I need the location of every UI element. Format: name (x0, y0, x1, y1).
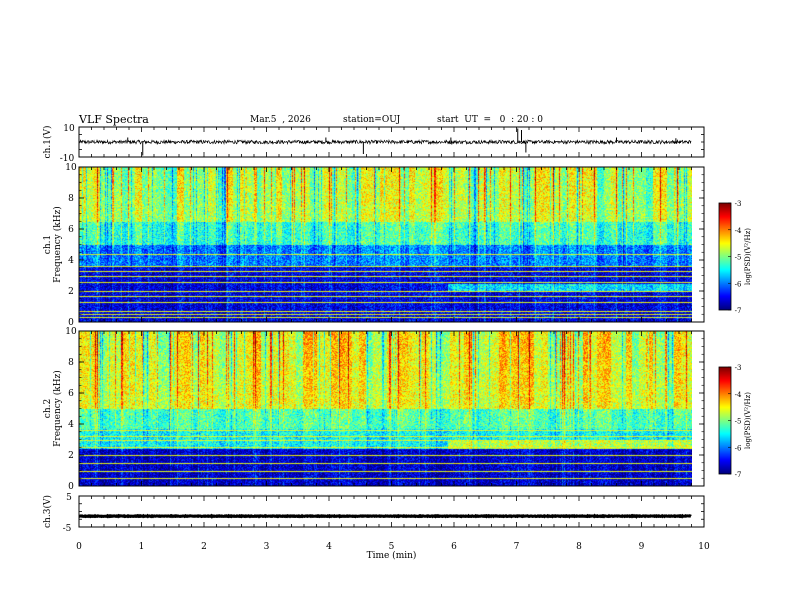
ch1-spectrogram-ylabel: Frequency (kHz) (52, 206, 63, 283)
ch2-spectrogram-colorbar-tick-label: -7 (735, 471, 742, 479)
ch1-spectrogram-colorbar-tick-label: -4 (735, 227, 742, 235)
ch1-waveform-ytick-label: 10 (63, 124, 75, 134)
ch2-spectrogram-image (79, 331, 692, 486)
ch1-spectrogram-colorbar-tick-label: -7 (735, 307, 742, 315)
ch2-spectrogram-ylabel: Frequency (kHz) (52, 370, 63, 447)
x-axis-label: Time (min) (367, 550, 417, 561)
ch1-spectrogram-image (79, 167, 692, 322)
ch2-spectrogram-ylabel: ch.2 (43, 399, 53, 418)
ch1-spectrogram-colorbar-tick-label: -3 (735, 200, 742, 208)
ch1-spectrogram-ytick-label: 10 (65, 163, 77, 173)
x-tick-label: 4 (326, 542, 332, 552)
ch1-spectrogram-ylabel: ch.1 (43, 235, 53, 254)
x-tick-label: 5 (389, 542, 395, 552)
ch2-spectrogram-colorbar-label: log(PSD)(V²/Hz) (744, 392, 752, 449)
x-tick-label: 7 (514, 542, 520, 552)
station-label: station=OUJ (343, 115, 401, 125)
x-tick-label: 9 (639, 542, 645, 552)
x-tick-label: 6 (451, 542, 457, 552)
x-tick-label: 10 (698, 542, 710, 552)
ch1-spectrogram-ytick-label: 0 (68, 318, 74, 328)
ch2-spectrogram-colorbar-tick-label: -5 (735, 418, 742, 426)
x-tick-label: 0 (76, 542, 82, 552)
ch1-spectrogram-colorbar-label: log(PSD)(V²/Hz) (744, 228, 752, 285)
ch3-waveform-trace (78, 513, 692, 519)
ch2-spectrogram-ytick-label: 4 (68, 420, 74, 430)
ch2-spectrogram-ytick-label: 0 (68, 482, 74, 492)
ch1-spectrogram-ytick-label: 2 (68, 287, 74, 297)
ch2-spectrogram-colorbar-tick-label: -6 (735, 444, 742, 452)
ch2-spectrogram-ytick-label: 10 (65, 327, 77, 337)
x-tick-label: 1 (139, 542, 145, 552)
ch3-waveform-ytick-label: -5 (63, 524, 72, 534)
ch2-spectrogram-colorbar-tick-label: -3 (735, 364, 742, 372)
ch2-spectrogram-colorbar-tick-label: -4 (735, 391, 742, 399)
ch2-spectrogram-ytick-label: 2 (68, 451, 74, 461)
ch1-spectrogram-ytick-label: 6 (68, 225, 74, 235)
ch2-spectrogram-ytick-label: 6 (68, 389, 74, 399)
start-time-label: start UT = 0 : 20 : 0 (437, 115, 543, 125)
chart-title: VLF Spectra (79, 113, 149, 126)
x-tick-label: 3 (264, 542, 270, 552)
ch1-spectrogram-colorbar-tick-label: -5 (735, 254, 742, 262)
ch3-waveform-ylabel: ch.3(V) (42, 495, 53, 528)
ch3-waveform-ytick-label: 5 (66, 493, 72, 503)
x-tick-label: 2 (201, 542, 207, 552)
ch1-spectrogram-colorbar-tick-label: -6 (735, 280, 742, 288)
ch1-spectrogram-ytick-label: 4 (68, 256, 74, 266)
ch1-waveform-ylabel: ch.1(V) (42, 126, 53, 159)
ch1-spectrogram-ytick-label: 8 (68, 194, 74, 204)
ch1-waveform-trace (78, 138, 692, 146)
ch1-waveform-ytick-label: -10 (60, 154, 75, 164)
ch2-spectrogram-ytick-label: 8 (68, 358, 74, 368)
x-tick-label: 8 (576, 542, 582, 552)
date-label: Mar.5 , 2026 (250, 115, 311, 125)
